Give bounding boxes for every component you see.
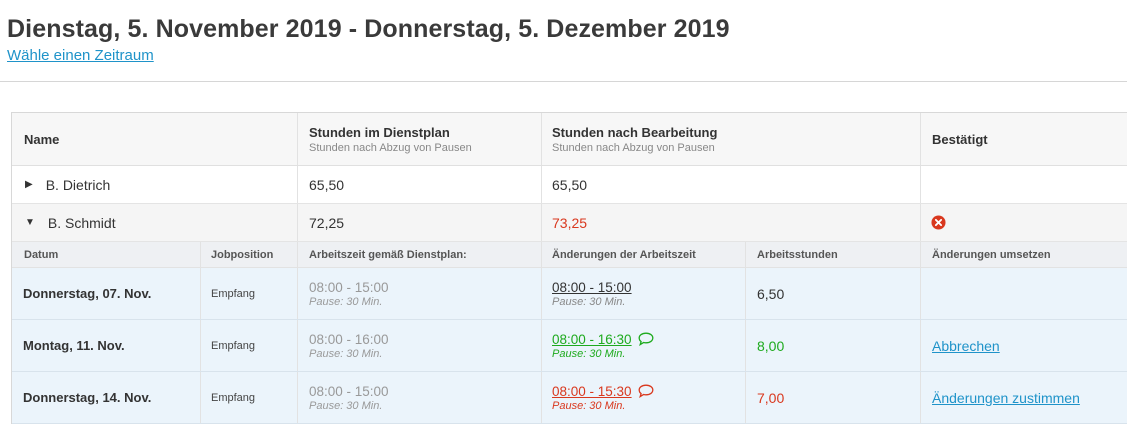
detail-header-job: Jobposition: [211, 248, 274, 261]
detail-header: Datum Jobposition Arbeitszeit gemäß Dien…: [12, 242, 1127, 268]
column-divider: [541, 242, 542, 267]
day-job: Empfang: [211, 339, 256, 352]
employee-row[interactable]: ▶ B. Dietrich 65,50 65,50: [12, 166, 1127, 204]
employee-name-cell[interactable]: ▶ B. Dietrich: [25, 176, 111, 193]
day-date: Montag, 11. Nov.: [23, 338, 125, 353]
column-divider: [200, 320, 201, 371]
cancel-link[interactable]: Abbrechen: [932, 337, 1000, 354]
column-divider: [541, 166, 542, 203]
column-divider: [541, 113, 542, 165]
column-header-planned-hours: Stunden im Dienstplan Stunden nach Abzug…: [309, 124, 472, 154]
column-divider: [745, 372, 746, 423]
column-divider: [541, 320, 542, 371]
detail-header-hours: Arbeitsstunden: [757, 248, 838, 261]
day-hours: 7,00: [757, 389, 785, 406]
header-divider: [0, 81, 1127, 82]
column-divider: [297, 113, 298, 165]
comment-icon[interactable]: [638, 384, 654, 398]
day-hours: 6,50: [757, 285, 785, 302]
column-divider: [920, 242, 921, 267]
detail-header-changes: Änderungen der Arbeitszeit: [552, 248, 696, 261]
page-title: Dienstag, 5. November 2019 - Donnerstag,…: [7, 15, 730, 43]
column-divider: [541, 268, 542, 319]
edited-hours-value: 65,50: [552, 176, 588, 193]
hours-table: Name Stunden im Dienstplan Stunden nach …: [11, 112, 1127, 424]
column-divider: [541, 372, 542, 423]
day-job: Empfang: [211, 391, 256, 404]
day-row: Montag, 11. Nov. Empfang 08:00 - 16:00 P…: [12, 320, 1127, 372]
edited-hours-value: 73,25: [552, 214, 588, 231]
column-divider: [297, 242, 298, 267]
table-header: Name Stunden im Dienstplan Stunden nach …: [12, 113, 1127, 166]
column-divider: [297, 372, 298, 423]
planned-shift: 08:00 - 15:00 Pause: 30 Min.: [309, 279, 389, 308]
changed-shift[interactable]: 08:00 - 16:30 Pause: 30 Min.: [552, 320, 654, 371]
column-divider: [920, 204, 921, 241]
detail-header-planned-time: Arbeitszeit gemäß Dienstplan:: [309, 248, 467, 261]
comment-icon[interactable]: [638, 332, 654, 346]
column-divider: [297, 204, 298, 241]
column-header-confirmed: Bestätigt: [932, 131, 988, 147]
column-divider: [200, 268, 201, 319]
column-divider: [920, 320, 921, 371]
column-divider: [541, 204, 542, 241]
detail-header-apply: Änderungen umsetzen: [932, 248, 1051, 261]
column-divider: [200, 372, 201, 423]
planned-shift: 08:00 - 15:00 Pause: 30 Min.: [309, 383, 389, 412]
column-divider: [745, 268, 746, 319]
column-divider: [745, 242, 746, 267]
collapse-triangle-icon[interactable]: ▼: [25, 217, 35, 228]
day-date: Donnerstag, 07. Nov.: [23, 286, 152, 301]
x-circle-icon: [931, 204, 946, 241]
planned-shift: 08:00 - 16:00 Pause: 30 Min.: [309, 331, 389, 360]
day-hours: 8,00: [757, 337, 785, 354]
column-divider: [297, 320, 298, 371]
column-header-name: Name: [24, 131, 60, 147]
column-header-edited-hours: Stunden nach Bearbeitung Stunden nach Ab…: [552, 124, 718, 154]
day-row: Donnerstag, 14. Nov. Empfang 08:00 - 15:…: [12, 372, 1127, 424]
column-divider: [920, 166, 921, 203]
column-divider: [920, 113, 921, 165]
day-job: Empfang: [211, 287, 256, 300]
approve-changes-link[interactable]: Änderungen zustimmen: [932, 389, 1080, 406]
day-row: Donnerstag, 07. Nov. Empfang 08:00 - 15:…: [12, 268, 1127, 320]
column-divider: [297, 268, 298, 319]
choose-period-link[interactable]: Wähle einen Zeitraum: [7, 47, 154, 64]
column-divider: [920, 268, 921, 319]
planned-hours-value: 65,50: [309, 176, 345, 193]
employee-row[interactable]: ▼ B. Schmidt 72,25 73,25: [12, 204, 1127, 242]
day-date: Donnerstag, 14. Nov.: [23, 390, 152, 405]
changed-shift[interactable]: 08:00 - 15:00 Pause: 30 Min.: [552, 279, 632, 308]
detail-header-date: Datum: [24, 248, 59, 261]
column-divider: [745, 320, 746, 371]
column-divider: [200, 242, 201, 267]
planned-hours-value: 72,25: [309, 214, 345, 231]
changed-shift[interactable]: 08:00 - 15:30 Pause: 30 Min.: [552, 372, 654, 423]
column-divider: [920, 372, 921, 423]
column-divider: [297, 166, 298, 203]
employee-name-cell[interactable]: ▼ B. Schmidt: [25, 214, 116, 231]
expand-triangle-icon[interactable]: ▶: [25, 179, 33, 190]
